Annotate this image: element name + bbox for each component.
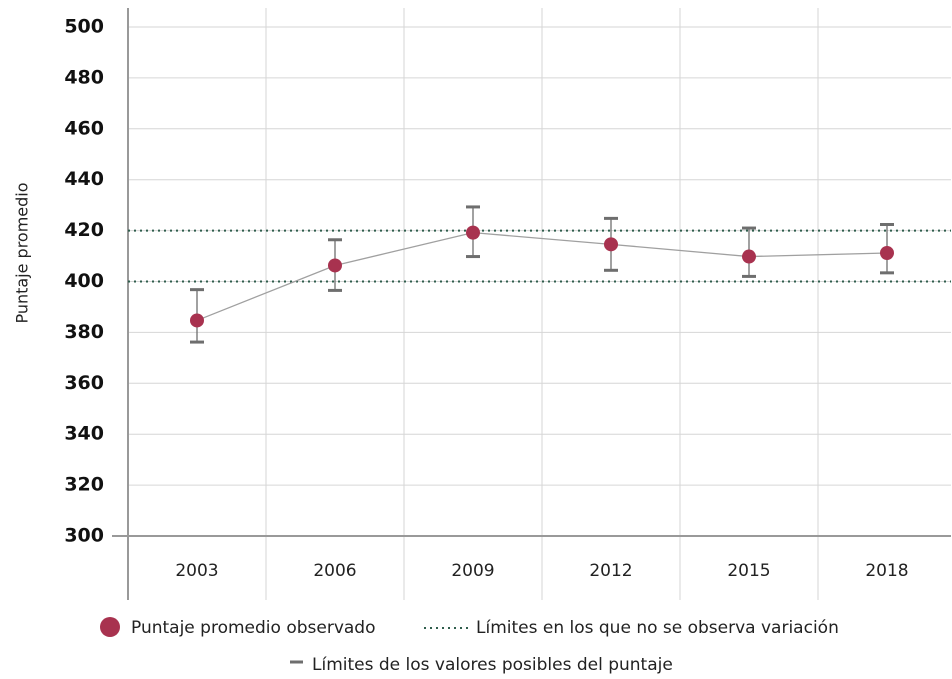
y-tick-label: 500 — [64, 16, 104, 38]
y-tick-label: 420 — [64, 219, 104, 241]
y-tick-label: 440 — [64, 168, 104, 190]
y-tick-label: 380 — [64, 321, 104, 343]
y-tick-label: 400 — [64, 270, 104, 292]
series-line — [196, 231, 888, 322]
y-tick-label: 360 — [64, 372, 104, 394]
data-point — [742, 249, 756, 264]
y-tick-label: 300 — [64, 525, 104, 547]
x-tick-label: 2018 — [865, 561, 908, 581]
legend-label: Puntaje promedio observado — [131, 618, 375, 638]
data-point — [328, 258, 342, 273]
data-point — [190, 313, 204, 328]
legend-marker — [100, 617, 120, 637]
legend-label: Límites de los valores posibles del punt… — [312, 655, 673, 675]
data-point — [604, 237, 618, 252]
y-tick-label: 320 — [64, 474, 104, 496]
data-point — [880, 245, 894, 260]
data-point — [466, 225, 480, 240]
x-tick-label: 2012 — [589, 561, 632, 581]
y-tick-label: 480 — [64, 66, 104, 88]
y-axis-label: Puntaje promedio — [13, 182, 32, 323]
x-tick-label: 2006 — [313, 561, 356, 581]
x-tick-label: 2015 — [727, 561, 770, 581]
x-tick-label: 2009 — [451, 561, 494, 581]
y-tick-label: 460 — [64, 117, 104, 139]
y-tick-label: 340 — [64, 423, 104, 445]
x-tick-label: 2003 — [175, 561, 218, 581]
legend-label: Límites en los que no se observa variaci… — [476, 618, 839, 638]
